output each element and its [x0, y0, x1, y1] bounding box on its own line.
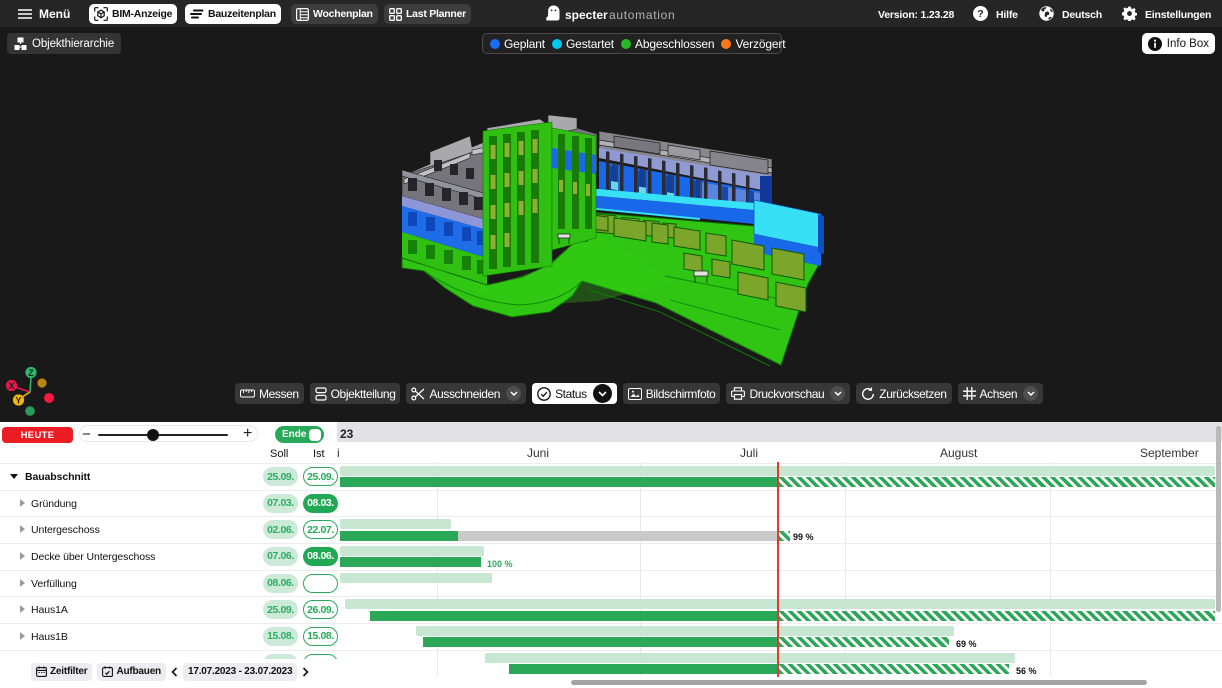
svg-text:X: X — [8, 381, 14, 391]
svg-text:Y: Y — [15, 396, 21, 406]
svg-text:Z: Z — [28, 368, 34, 378]
svg-text:?: ? — [977, 8, 983, 20]
